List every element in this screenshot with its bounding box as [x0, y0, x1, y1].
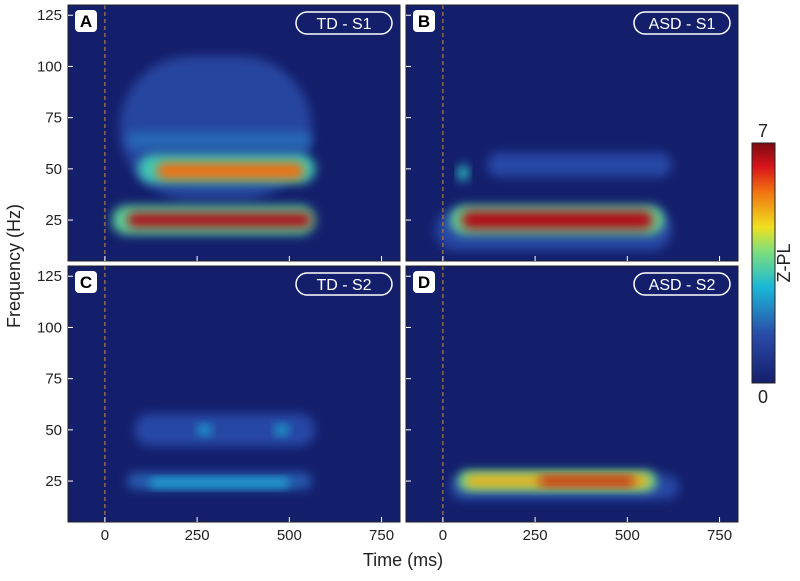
heat-blob [127, 131, 312, 149]
panel-label: ASD - S1 [649, 16, 716, 33]
heatmap [442, 266, 679, 522]
panel-letter: C [80, 273, 92, 292]
panel-frame [405, 265, 739, 523]
heat-blob [197, 424, 212, 435]
panel-frame [67, 4, 401, 262]
panel-label-box [295, 11, 393, 35]
panel-letter: A [80, 12, 92, 31]
heatmap [104, 5, 316, 261]
x-tick-label: 250 [523, 527, 548, 544]
panel-letter-box [413, 10, 435, 32]
panel-letter-box [413, 271, 435, 293]
panel-letter-box [75, 271, 97, 293]
heat-blob [274, 424, 290, 435]
heatmap [104, 266, 316, 522]
panel-frame [405, 4, 739, 262]
colorbar-tick-label: 7 [758, 121, 768, 141]
x-tick-label: 750 [707, 527, 732, 544]
heat-blob [156, 162, 305, 180]
colorbar-label: Z-PL [774, 243, 794, 282]
y-tick-label: 50 [45, 161, 62, 178]
panel-frame [67, 265, 401, 523]
y-tick-label: 25 [45, 473, 62, 490]
y-tick-label: 100 [37, 319, 62, 336]
x-tick-label: 750 [369, 527, 394, 544]
x-tick-label: 250 [185, 527, 210, 544]
x-tick-label: 500 [277, 527, 302, 544]
panel-letter: B [418, 12, 430, 31]
y-tick-label: 75 [45, 371, 62, 388]
panel-label-box [633, 11, 731, 35]
colorbar [751, 142, 776, 384]
panel-label: TD - S2 [316, 277, 371, 294]
y-tick-label: 125 [37, 7, 62, 24]
y-tick-label: 75 [45, 110, 62, 127]
heat-blob [134, 413, 316, 447]
y-tick-label: 100 [37, 58, 62, 75]
panel-label: TD - S1 [316, 16, 371, 33]
x-tick-label: 0 [439, 527, 447, 544]
colorbar-tick-label: 0 [758, 387, 768, 407]
heatmap [435, 5, 672, 261]
y-tick-label: 50 [45, 422, 62, 439]
x-tick-label: 500 [615, 527, 640, 544]
panel-label: ASD - S2 [649, 277, 716, 294]
y-tick-label: 25 [45, 212, 62, 229]
x-tick-label: 0 [101, 527, 109, 544]
panel-letter: D [418, 273, 430, 292]
heat-blob [149, 478, 290, 488]
y-tick-label: 125 [37, 268, 62, 285]
panel-label-box [633, 272, 731, 296]
panel-label-box [295, 272, 393, 296]
heat-blob [461, 210, 654, 230]
heat-blob [487, 152, 672, 178]
y-axis-label: Frequency (Hz) [4, 204, 24, 328]
x-axis-label: Time (ms) [363, 550, 443, 570]
heat-blob [127, 212, 312, 228]
heat-blob [538, 476, 635, 486]
panel-letter-box [75, 10, 97, 32]
heat-blob [457, 164, 469, 182]
